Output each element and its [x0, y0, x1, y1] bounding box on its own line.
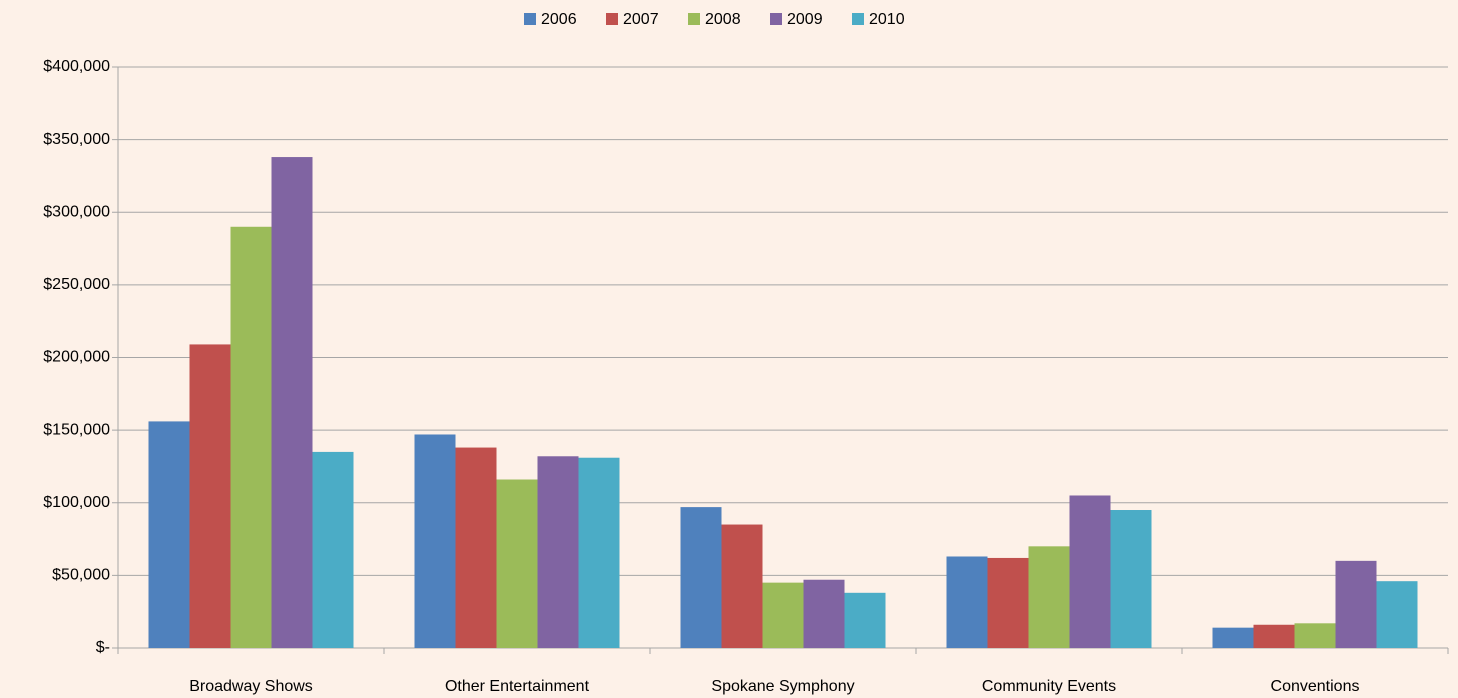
bar — [414, 434, 456, 648]
x-tick-label: Conventions — [1271, 678, 1360, 695]
bar — [844, 592, 886, 648]
bar — [148, 421, 190, 648]
legend-label: 2007 — [623, 11, 659, 28]
x-tick-label: Other Entertainment — [445, 678, 590, 695]
bar — [578, 457, 620, 648]
legend-label: 2010 — [869, 11, 905, 28]
y-tick-label: $50,000 — [52, 567, 110, 584]
y-tick-label: $100,000 — [43, 494, 110, 511]
legend-label: 2009 — [787, 11, 823, 28]
bar — [496, 479, 538, 648]
legend-label: 2008 — [705, 11, 741, 28]
legend-swatch — [524, 13, 536, 25]
bar — [1294, 623, 1336, 648]
x-tick-label: Broadway Shows — [189, 678, 313, 695]
legend-swatch — [606, 13, 618, 25]
bar — [1110, 510, 1152, 648]
x-tick-label: Spokane Symphony — [711, 678, 854, 695]
y-tick-label: $150,000 — [43, 421, 110, 438]
y-tick-label: $250,000 — [43, 276, 110, 293]
legend-swatch — [852, 13, 864, 25]
bar — [762, 582, 804, 648]
y-tick-label: $200,000 — [43, 349, 110, 366]
bar — [230, 226, 272, 648]
bar — [987, 557, 1029, 648]
bar — [1253, 624, 1295, 648]
bar — [455, 447, 497, 648]
bar — [1069, 495, 1111, 648]
bar — [271, 157, 313, 648]
y-tick-label: $300,000 — [43, 203, 110, 220]
bar — [1376, 581, 1418, 648]
bar — [680, 507, 722, 648]
legend-swatch — [770, 13, 782, 25]
bar — [189, 344, 231, 648]
bar — [312, 451, 354, 648]
y-tick-label: $400,000 — [43, 58, 110, 75]
y-tick-label: $350,000 — [43, 131, 110, 148]
bar — [946, 556, 988, 648]
legend-swatch — [688, 13, 700, 25]
bar — [1335, 560, 1377, 648]
bar — [1212, 627, 1254, 648]
bar — [803, 579, 845, 648]
bar — [1028, 546, 1070, 648]
bar — [537, 456, 579, 648]
bar — [721, 524, 763, 648]
x-tick-label: Community Events — [982, 678, 1116, 695]
y-tick-label: $- — [96, 639, 110, 656]
legend-label: 2006 — [541, 11, 577, 28]
